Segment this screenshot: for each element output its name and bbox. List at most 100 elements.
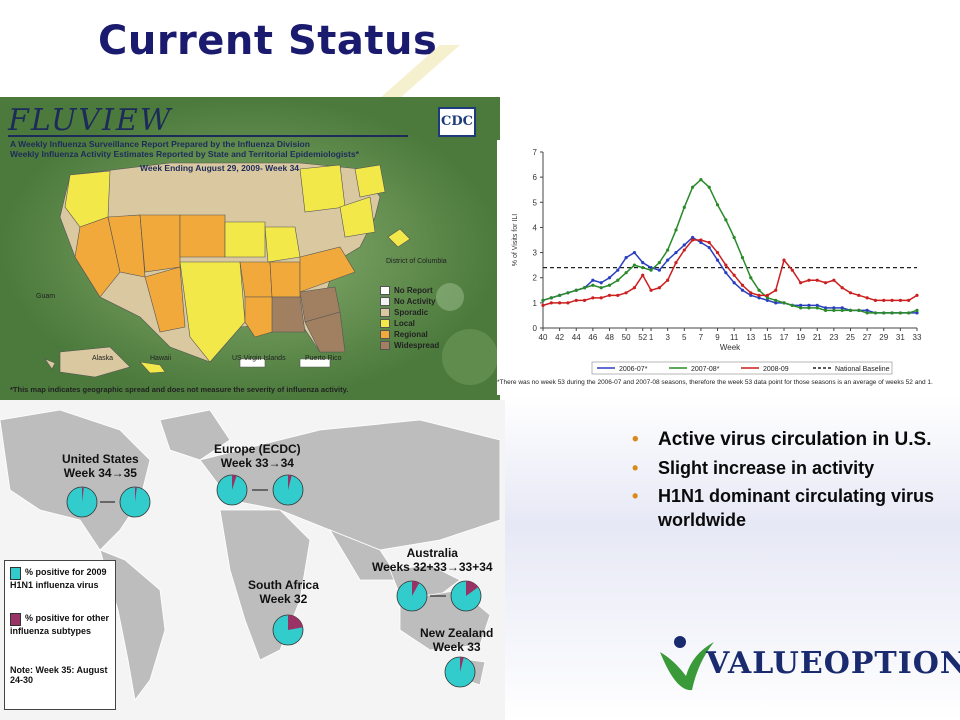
legend-label: Regional xyxy=(394,330,428,339)
legend-label: No Report xyxy=(394,286,433,295)
dc-label: District of Columbia xyxy=(386,258,447,265)
fluview-background xyxy=(0,97,500,400)
legend-label: 2008-09 xyxy=(763,366,789,373)
pie-other xyxy=(412,581,420,596)
data-point xyxy=(782,301,786,305)
data-point xyxy=(599,286,603,290)
data-point xyxy=(666,258,670,262)
region-week-europe: Week 33→34 xyxy=(220,456,294,470)
region-week-south-africa: Week 32 xyxy=(259,592,308,606)
data-point xyxy=(666,248,670,252)
pie-other xyxy=(288,475,292,490)
bullet-item: • H1N1 dominant circulating virus worldwi… xyxy=(632,486,935,530)
data-point xyxy=(840,306,844,310)
region-title-south-africa: South Africa xyxy=(248,578,319,592)
data-point xyxy=(641,266,645,270)
data-point xyxy=(682,243,686,247)
data-point xyxy=(666,278,670,282)
data-point xyxy=(674,228,678,232)
data-point xyxy=(774,301,778,305)
data-point xyxy=(599,281,603,285)
x-tick-label: 3 xyxy=(665,333,670,342)
data-point xyxy=(624,271,628,275)
region-title-new-zealand: New Zealand xyxy=(420,626,494,640)
data-point xyxy=(616,268,620,272)
data-point xyxy=(749,291,753,295)
data-point xyxy=(582,286,587,290)
x-tick-label: 33 xyxy=(913,333,922,342)
fluview-legend: No Report No Activity Sporadic Local Regiona… xyxy=(380,285,439,351)
inset-label-guam: Guam xyxy=(36,293,56,300)
y-tick-label: 6 xyxy=(533,173,538,182)
region-week-australia: Weeks 32+33→33+34 xyxy=(372,560,493,574)
data-point xyxy=(815,303,819,307)
x-tick-label: 48 xyxy=(605,333,614,342)
data-point xyxy=(873,298,878,302)
pie-markers xyxy=(66,474,482,688)
data-point xyxy=(865,311,869,315)
data-point xyxy=(549,296,553,300)
legend-label: National Baseline xyxy=(835,366,890,373)
series-line xyxy=(542,178,918,314)
data-point xyxy=(774,298,778,302)
data-point xyxy=(624,256,628,260)
data-point xyxy=(724,271,728,275)
decorative-swoosh xyxy=(380,45,460,98)
chart-legend-box xyxy=(591,361,893,375)
x-tick-label: 50 xyxy=(622,333,631,342)
data-point xyxy=(715,258,720,262)
data-point xyxy=(657,286,661,290)
data-point xyxy=(699,240,703,245)
data-point xyxy=(732,235,736,240)
valueoptions-logo-mark xyxy=(660,636,714,691)
data-point xyxy=(915,311,919,315)
bullet-text: H1N1 dominant circulating virus worldwid… xyxy=(658,486,935,530)
x-tick-label: 11 xyxy=(730,333,739,342)
data-point xyxy=(682,248,686,252)
data-point xyxy=(632,250,637,255)
data-point xyxy=(757,288,761,292)
legend-swatch-other xyxy=(10,613,21,626)
data-point xyxy=(840,308,844,312)
bullet-item: • Slight increase in activity xyxy=(632,458,875,478)
data-point xyxy=(740,283,745,287)
y-tick-label: 5 xyxy=(533,198,538,207)
world-map-panel: United States Week 34→35 Europe (ECDC) W… xyxy=(0,400,505,720)
data-point xyxy=(591,283,595,287)
data-point xyxy=(915,308,919,312)
data-point xyxy=(632,263,637,267)
data-point xyxy=(616,278,620,282)
data-point xyxy=(823,306,828,310)
region-label-south-africa: South Africa Week 32 xyxy=(248,578,319,606)
data-point xyxy=(566,291,570,295)
data-point xyxy=(541,298,545,302)
legend-label: Widespread xyxy=(394,341,440,350)
y-tick-label: 2 xyxy=(533,274,538,283)
data-point xyxy=(591,278,595,282)
world-legend: % positive for 2009 H1N1 influenza virus… xyxy=(4,560,116,710)
data-point xyxy=(915,293,919,297)
data-point xyxy=(715,203,720,207)
bullet-item: • Active virus circulation in U.S. xyxy=(632,429,932,450)
data-point xyxy=(574,298,578,302)
data-point xyxy=(907,311,911,315)
region-week-us: Week 34→35 xyxy=(63,466,137,480)
y-tick-label: 1 xyxy=(533,299,538,308)
data-point xyxy=(699,178,703,182)
pie-other xyxy=(288,615,303,630)
region-week-new-zealand: Week 33 xyxy=(432,640,481,654)
fluview-legend-item: No Report xyxy=(380,285,439,296)
inset-label-alaska: Alaska xyxy=(92,355,114,362)
data-point xyxy=(582,298,587,302)
data-point xyxy=(558,301,562,305)
data-point xyxy=(765,293,769,297)
data-point xyxy=(840,286,844,290)
y-tick-label: 3 xyxy=(533,249,538,258)
data-point xyxy=(865,296,869,300)
data-point xyxy=(898,298,902,302)
legend-swatch xyxy=(380,308,390,317)
legend-label: No Activity xyxy=(394,297,436,306)
legend-label: Sporadic xyxy=(394,308,429,317)
legend-swatch-h1n1 xyxy=(10,567,21,580)
